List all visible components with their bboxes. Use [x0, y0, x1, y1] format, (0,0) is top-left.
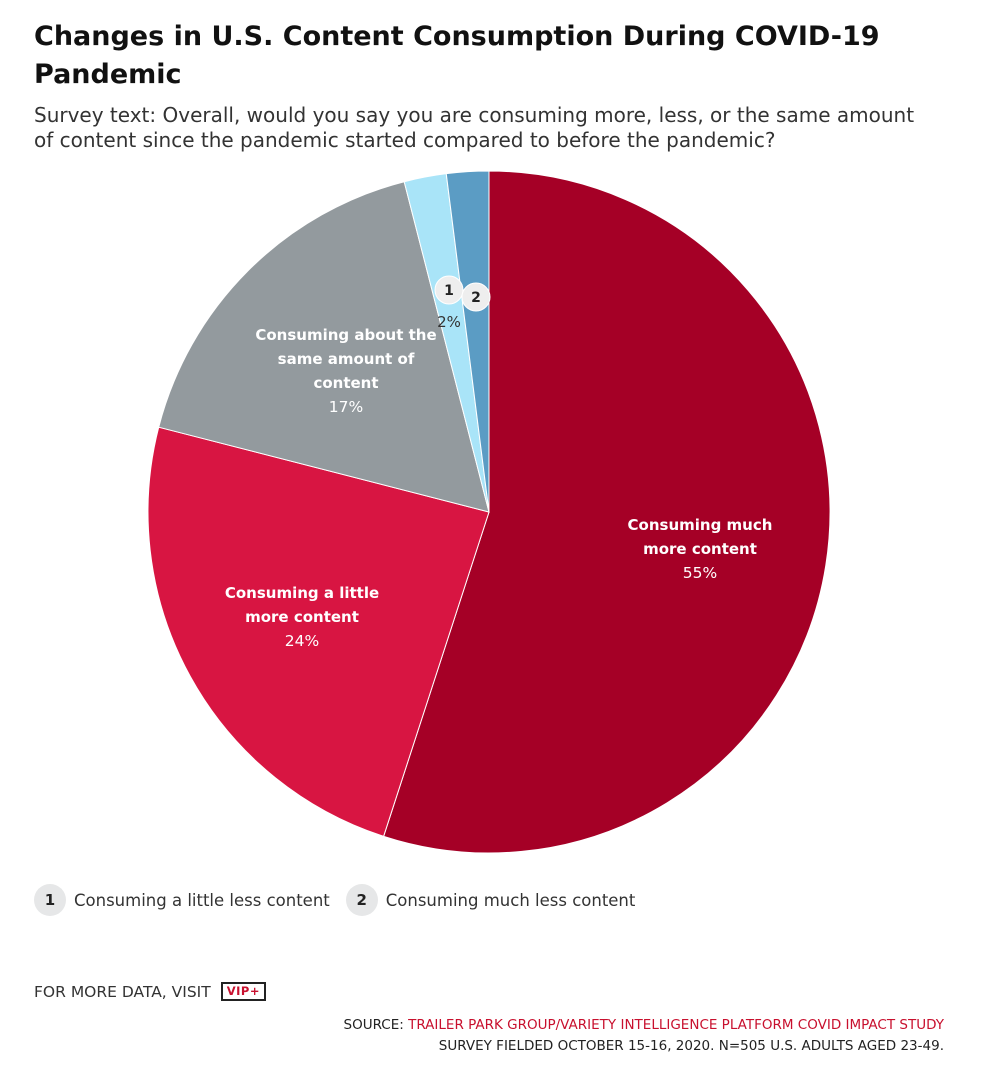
- chart-title: Changes in U.S. Content Consumption Duri…: [34, 21, 880, 90]
- source-link[interactable]: TRAILER PARK GROUP/VARIETY INTELLIGENCE …: [408, 1017, 944, 1033]
- legend-item-2: 2 Consuming much less content: [345, 884, 636, 916]
- more-data-line: FOR MORE DATA, VISIT VIP+: [34, 982, 266, 1001]
- slice-marker-badge: [461, 282, 491, 312]
- pie-slice-consuming-about-the-same-amount-of-content: [158, 181, 490, 513]
- legend-number-badge: 2: [345, 884, 378, 916]
- slice-marker-number: 2: [471, 290, 481, 306]
- slice-value-label: 55%: [683, 564, 717, 582]
- survey-note: SURVEY FIELDED OCTOBER 15-16, 2020. N=50…: [438, 1038, 944, 1054]
- legend-label: Consuming a little less content: [74, 890, 330, 910]
- legend-label: Consuming much less content: [385, 890, 636, 910]
- legend-number-badge: 1: [34, 884, 66, 916]
- pie-slice-consuming-much-more-content: [382, 170, 831, 854]
- slice-marker-badge: [434, 275, 464, 305]
- slice-value-label: 24%: [285, 632, 319, 650]
- slice-label: Consuming much more content: [628, 516, 773, 558]
- source-note: SOURCE: TRAILER PARK GROUP/VARIETY INTEL…: [344, 1015, 945, 1057]
- chart-subtitle: Survey text: Overall, would you say you …: [34, 103, 915, 152]
- pie-chart: Consuming much more content 55% Consuming a…: [147, 170, 831, 854]
- source-prefix: SOURCE:: [343, 1017, 409, 1033]
- pie-slice-consuming-much-less-content: [445, 170, 490, 513]
- legend: 1 Consuming a little less content 2 Cons…: [34, 884, 651, 916]
- slice-marker-number: 1: [444, 283, 454, 299]
- legend-item-1: 1 Consuming a little less content: [34, 884, 330, 916]
- slice-label: Consuming about the same amount of content: [255, 326, 436, 392]
- pie-slice-consuming-a-little-more-content: [147, 426, 490, 837]
- more-data-text: FOR MORE DATA, VISIT: [34, 982, 211, 1001]
- slice-value-label: 17%: [329, 398, 363, 416]
- source-line: SOURCE: TRAILER PARK GROUP/VARIETY INTEL…: [344, 1015, 945, 1036]
- slice-value-label: 2%: [437, 313, 461, 331]
- slice-label: Consuming a little more content: [225, 584, 379, 626]
- vip-link[interactable]: VIP+: [220, 982, 266, 1001]
